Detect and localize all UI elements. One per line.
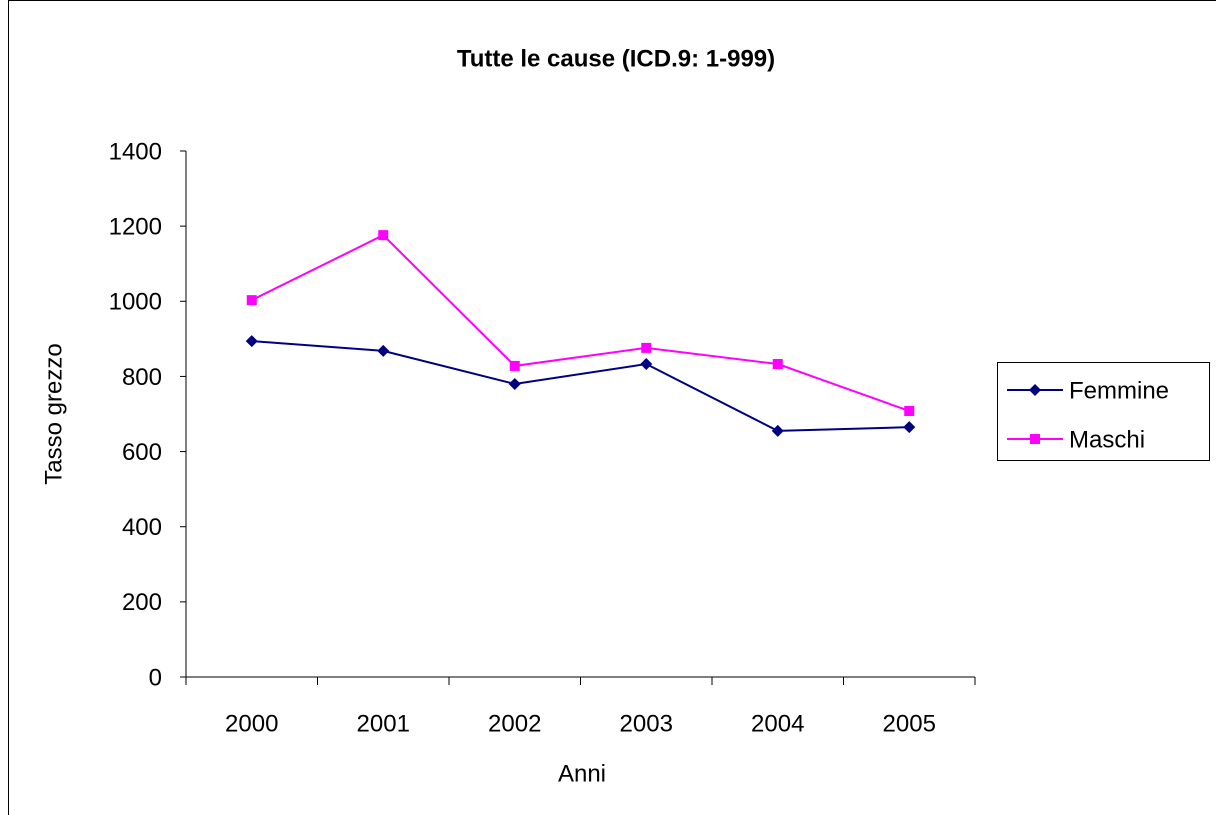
data-point — [378, 230, 389, 241]
y-axis-label: Tasso grezzo — [40, 343, 67, 484]
y-tick-label: 1400 — [109, 138, 162, 165]
data-point — [508, 377, 521, 390]
data-point — [640, 358, 653, 371]
x-tick-label: 2004 — [751, 710, 804, 737]
data-point — [771, 424, 784, 437]
y-tick-label: 1000 — [109, 289, 162, 316]
data-point — [1030, 434, 1040, 444]
data-point — [772, 359, 783, 370]
x-tick-label: 2003 — [620, 710, 673, 737]
data-point — [509, 360, 520, 371]
y-tick-label: 400 — [122, 514, 162, 541]
x-tick-label: 2001 — [357, 710, 410, 737]
legend-label: Femmine — [1069, 377, 1169, 404]
data-point — [903, 421, 916, 434]
series-line — [251, 340, 910, 432]
data-point — [641, 342, 652, 353]
y-tick-label: 1200 — [109, 213, 162, 240]
x-tick-label: 2005 — [883, 710, 936, 737]
data-point — [377, 344, 390, 357]
x-tick-label: 2002 — [488, 710, 541, 737]
y-tick-label: 600 — [122, 439, 162, 466]
x-axis-label: Anni — [558, 760, 606, 787]
x-tick-label: 2000 — [225, 710, 278, 737]
series-line — [251, 233, 910, 412]
data-point — [1029, 384, 1041, 396]
data-point — [904, 405, 915, 416]
y-tick-label: 0 — [149, 664, 162, 691]
data-point — [246, 295, 257, 306]
y-tick-label: 200 — [122, 589, 162, 616]
legend-label: Maschi — [1069, 426, 1145, 453]
data-point — [245, 335, 258, 348]
y-tick-label: 800 — [122, 364, 162, 391]
chart-title: Tutte le cause (ICD.9: 1-999) — [457, 45, 775, 72]
legend-box — [997, 362, 1210, 461]
